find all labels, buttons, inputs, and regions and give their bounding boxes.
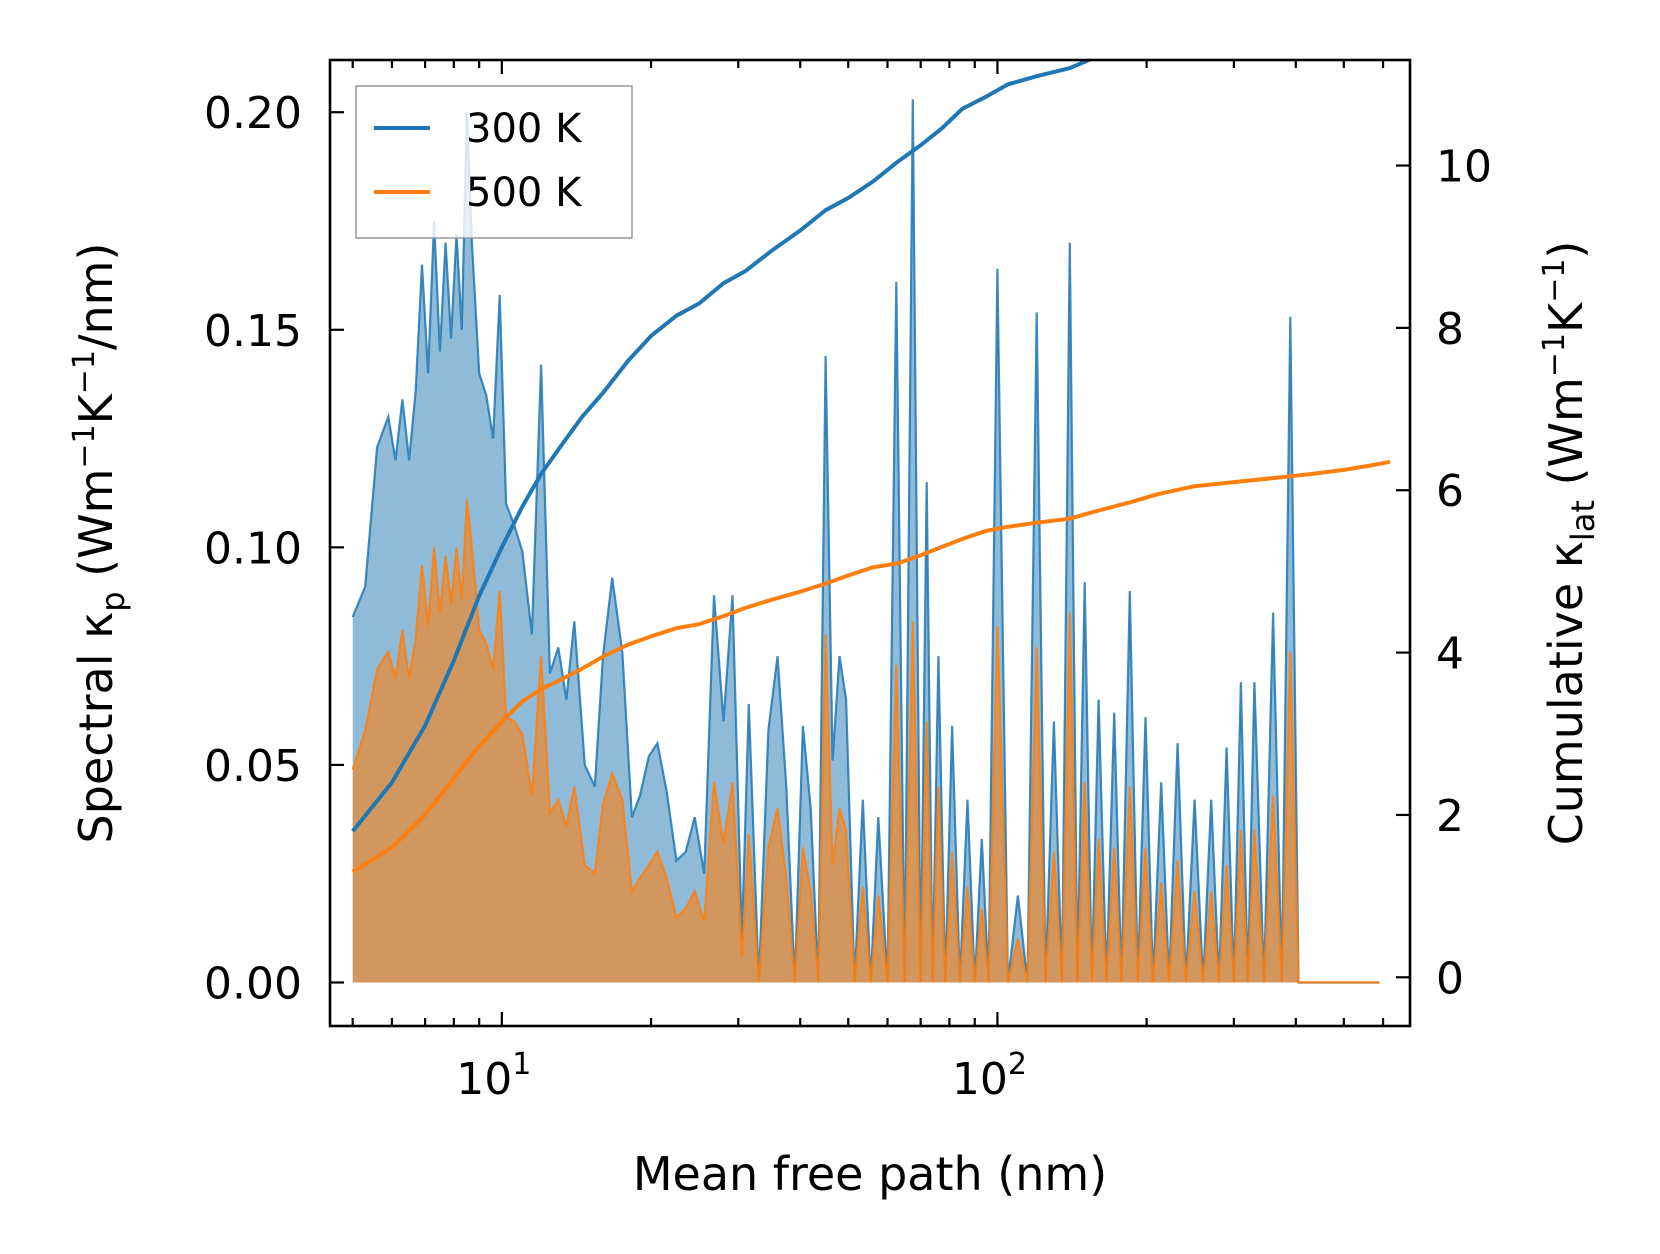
spectral-line-500k [351,499,1380,984]
y-axis-left: 0.00 0.05 0.10 0.15 0.20 [204,88,344,1009]
y-right-tick-label: 0 [1436,953,1464,1004]
y-axis-right: 0 2 4 6 8 10 [1396,142,1492,1004]
legend: 300 K 500 K [355,85,633,239]
y-left-tick-label: 0.10 [204,523,302,574]
cumulative-line-500k [351,459,1391,874]
y-axis-left-label: Spectral κp (Wm−1K−1/nm) [67,243,132,844]
spectral-area-500k [352,499,1380,983]
y-right-label-text: Cumulative κlat (Wm−1K−1) [1537,241,1602,846]
y-right-tick-label: 8 [1436,304,1464,355]
plot-frame [328,58,1412,1028]
spectral-fills [351,99,1380,984]
x-tick-label: 101 [456,1047,531,1105]
y-left-tick-label: 0.20 [204,88,302,139]
legend-label-500k: 500 K [466,170,583,216]
cumulative-lines [351,60,1391,874]
y-right-tick-label: 4 [1436,629,1464,680]
y-left-tick-label: 0.05 [204,741,302,792]
legend-box [355,85,633,239]
spectral-area-300k [352,99,1380,983]
spectral-line-300k [351,99,1380,984]
legend-label-300k: 300 K [466,106,583,152]
y-left-tick-label: 0.15 [204,306,302,357]
y-axis-right-label: Cumulative κlat (Wm−1K−1) [1537,241,1602,846]
cumulative-line-300k [351,60,1095,833]
x-axis: 101 102 [351,60,1385,1105]
y-right-tick-label: 6 [1436,466,1464,517]
x-axis-label: Mean free path (nm) [633,1147,1107,1201]
y-right-tick-label: 10 [1436,142,1492,193]
y-right-tick-label: 2 [1436,791,1464,842]
y-left-tick-label: 0.00 [204,958,302,1009]
y-left-label-text: Spectral κp (Wm−1K−1/nm) [67,243,132,844]
x-tick-label: 102 [952,1047,1027,1105]
